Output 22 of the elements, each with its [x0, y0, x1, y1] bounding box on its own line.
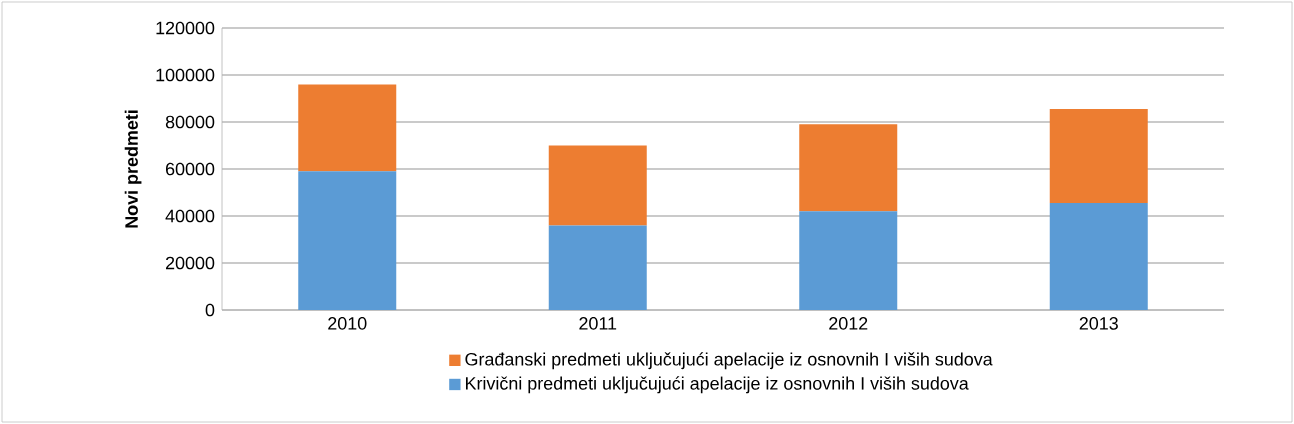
bar: [298, 84, 397, 172]
y-axis-title: Novi predmeti: [124, 110, 142, 228]
bar: [1049, 203, 1148, 310]
x-tick-label: 2012: [829, 317, 868, 330]
legend-label: Građanski predmeti uključujući apelacije iz osnovnih I viših sudova: [465, 352, 993, 370]
y-tick-label: 80000: [165, 115, 215, 129]
y-tick-label: 20000: [166, 256, 215, 270]
bar: [548, 225, 647, 310]
x-tick-label: 2011: [579, 317, 617, 330]
y-tick-label: 0: [205, 303, 215, 317]
x-tick-label: 2013: [1079, 317, 1118, 330]
bar: [548, 145, 647, 226]
bar: [799, 211, 898, 310]
legend-label: Krivični predmeti uključujući apelacije iz osnovnih I viših sudova: [465, 376, 969, 394]
y-tick-label: 60000: [166, 162, 215, 176]
y-tick-label: 40000: [165, 209, 215, 223]
bar: [298, 171, 397, 310]
bar: [1049, 109, 1148, 204]
y-tick-label: 120000: [156, 21, 215, 35]
bar: [799, 124, 898, 212]
x-tick-label: 2010: [328, 317, 367, 330]
y-tick-label: 100000: [156, 68, 215, 82]
